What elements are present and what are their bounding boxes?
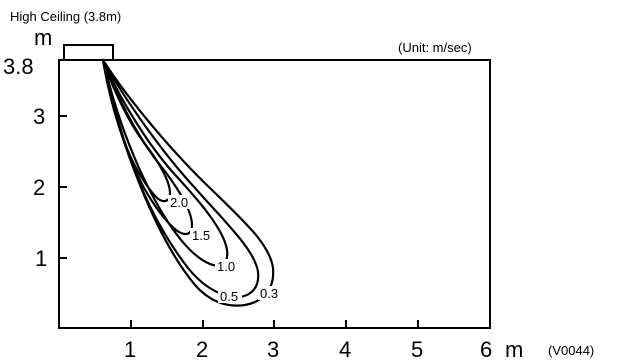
contour-0.5 [101, 58, 260, 299]
unit-note: (Unit: m/sec) [398, 40, 472, 55]
contour-label-2.0: 2.0 [170, 195, 188, 210]
y-tick-label: 1 [35, 246, 47, 271]
x-tick-label: 4 [339, 337, 351, 362]
ceiling-unit [63, 44, 114, 61]
contour-label-1.5: 1.5 [192, 228, 210, 243]
y-tick-label-3.8: 3.8 [3, 54, 34, 79]
contour-lines [101, 58, 275, 307]
x-tick-label: 3 [267, 337, 279, 362]
x-tick-label: 1 [124, 337, 136, 362]
y-tick-label: 3 [33, 104, 45, 129]
contour-label-0.5: 0.5 [220, 289, 238, 304]
y-tick-label: 2 [33, 175, 45, 200]
x-tick-label: 2 [196, 337, 208, 362]
y-axis-unit: m [34, 25, 52, 50]
x-axis-unit: m [505, 337, 523, 362]
x-tick-label: 6 [480, 337, 492, 362]
contour-label-1.0: 1.0 [217, 259, 235, 274]
y-axis-ticks [59, 115, 67, 259]
contour-2.0 [101, 58, 172, 203]
diagram-title: High Ceiling (3.8m) [10, 9, 121, 24]
figure-code: (V0044) [548, 343, 594, 358]
x-axis-ticks [130, 320, 419, 328]
contour-label-0.3: 0.3 [260, 286, 278, 301]
x-tick-label: 5 [411, 337, 423, 362]
contour-labels: 2.0 1.5 1.0 0.5 0.3 [168, 195, 282, 304]
